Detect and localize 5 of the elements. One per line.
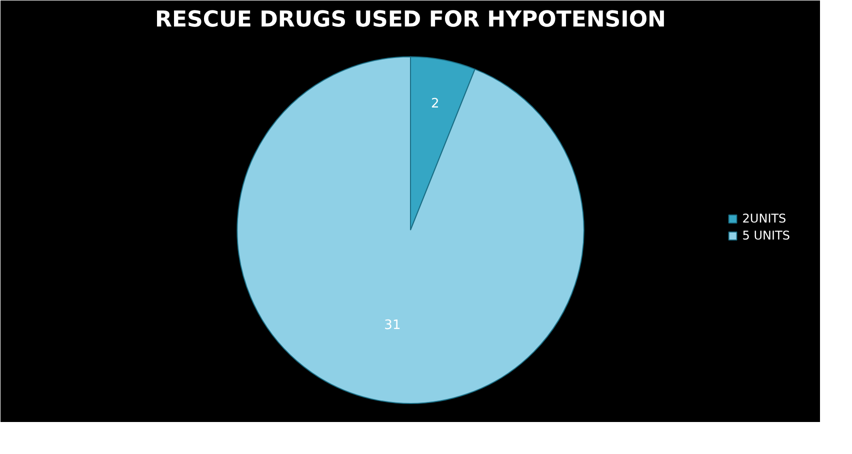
legend-label: 2UNITS <box>742 212 786 226</box>
data-label: 2 <box>430 96 440 112</box>
data-label: 31 <box>384 318 401 333</box>
legend-label: 5 UNITS <box>742 228 790 242</box>
chart-title: RESCUE DRUGS USED FOR HYPOTENSION <box>155 8 666 32</box>
